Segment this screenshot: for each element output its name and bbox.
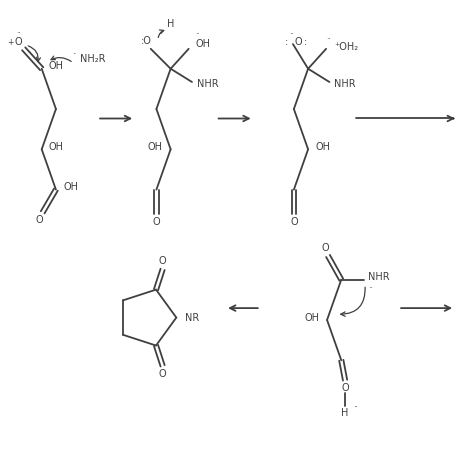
Text: ·: · (354, 401, 357, 414)
Text: O: O (159, 369, 166, 379)
Text: OH: OH (315, 142, 330, 152)
Text: OH: OH (63, 182, 78, 192)
Text: O: O (159, 256, 166, 266)
Text: :: : (304, 37, 307, 47)
Text: NHR: NHR (334, 79, 356, 89)
Text: O: O (153, 217, 160, 228)
FancyArrowPatch shape (51, 56, 71, 62)
Text: :O: :O (141, 36, 151, 46)
Text: O: O (35, 215, 43, 226)
Text: H: H (341, 408, 349, 419)
Text: OH: OH (195, 39, 210, 49)
Text: ··: ·· (368, 284, 373, 292)
Text: NH₂R: NH₂R (80, 54, 105, 64)
Text: O: O (322, 243, 329, 253)
Text: OH: OH (147, 142, 162, 152)
Text: ·: · (73, 49, 77, 60)
Text: :: : (285, 37, 288, 47)
Text: ··: ·· (195, 30, 200, 39)
Text: O: O (341, 383, 349, 393)
Text: OH: OH (305, 312, 320, 323)
FancyArrowPatch shape (28, 46, 40, 61)
Text: ··: ·· (16, 29, 20, 37)
Text: ··: ·· (290, 31, 294, 39)
Text: ··: ·· (326, 36, 331, 44)
FancyArrowPatch shape (341, 287, 365, 316)
Text: H: H (167, 18, 174, 29)
Text: O: O (290, 217, 298, 228)
Text: OH: OH (49, 142, 64, 152)
Text: O: O (14, 37, 22, 47)
Text: NHR: NHR (368, 272, 390, 283)
Text: NR: NR (185, 312, 199, 323)
Text: O: O (295, 37, 302, 47)
Text: +: + (7, 38, 14, 46)
Text: NHR: NHR (197, 79, 219, 89)
FancyArrowPatch shape (158, 30, 164, 37)
Text: ⁺OH₂: ⁺OH₂ (335, 42, 359, 52)
Text: OH: OH (49, 61, 64, 72)
